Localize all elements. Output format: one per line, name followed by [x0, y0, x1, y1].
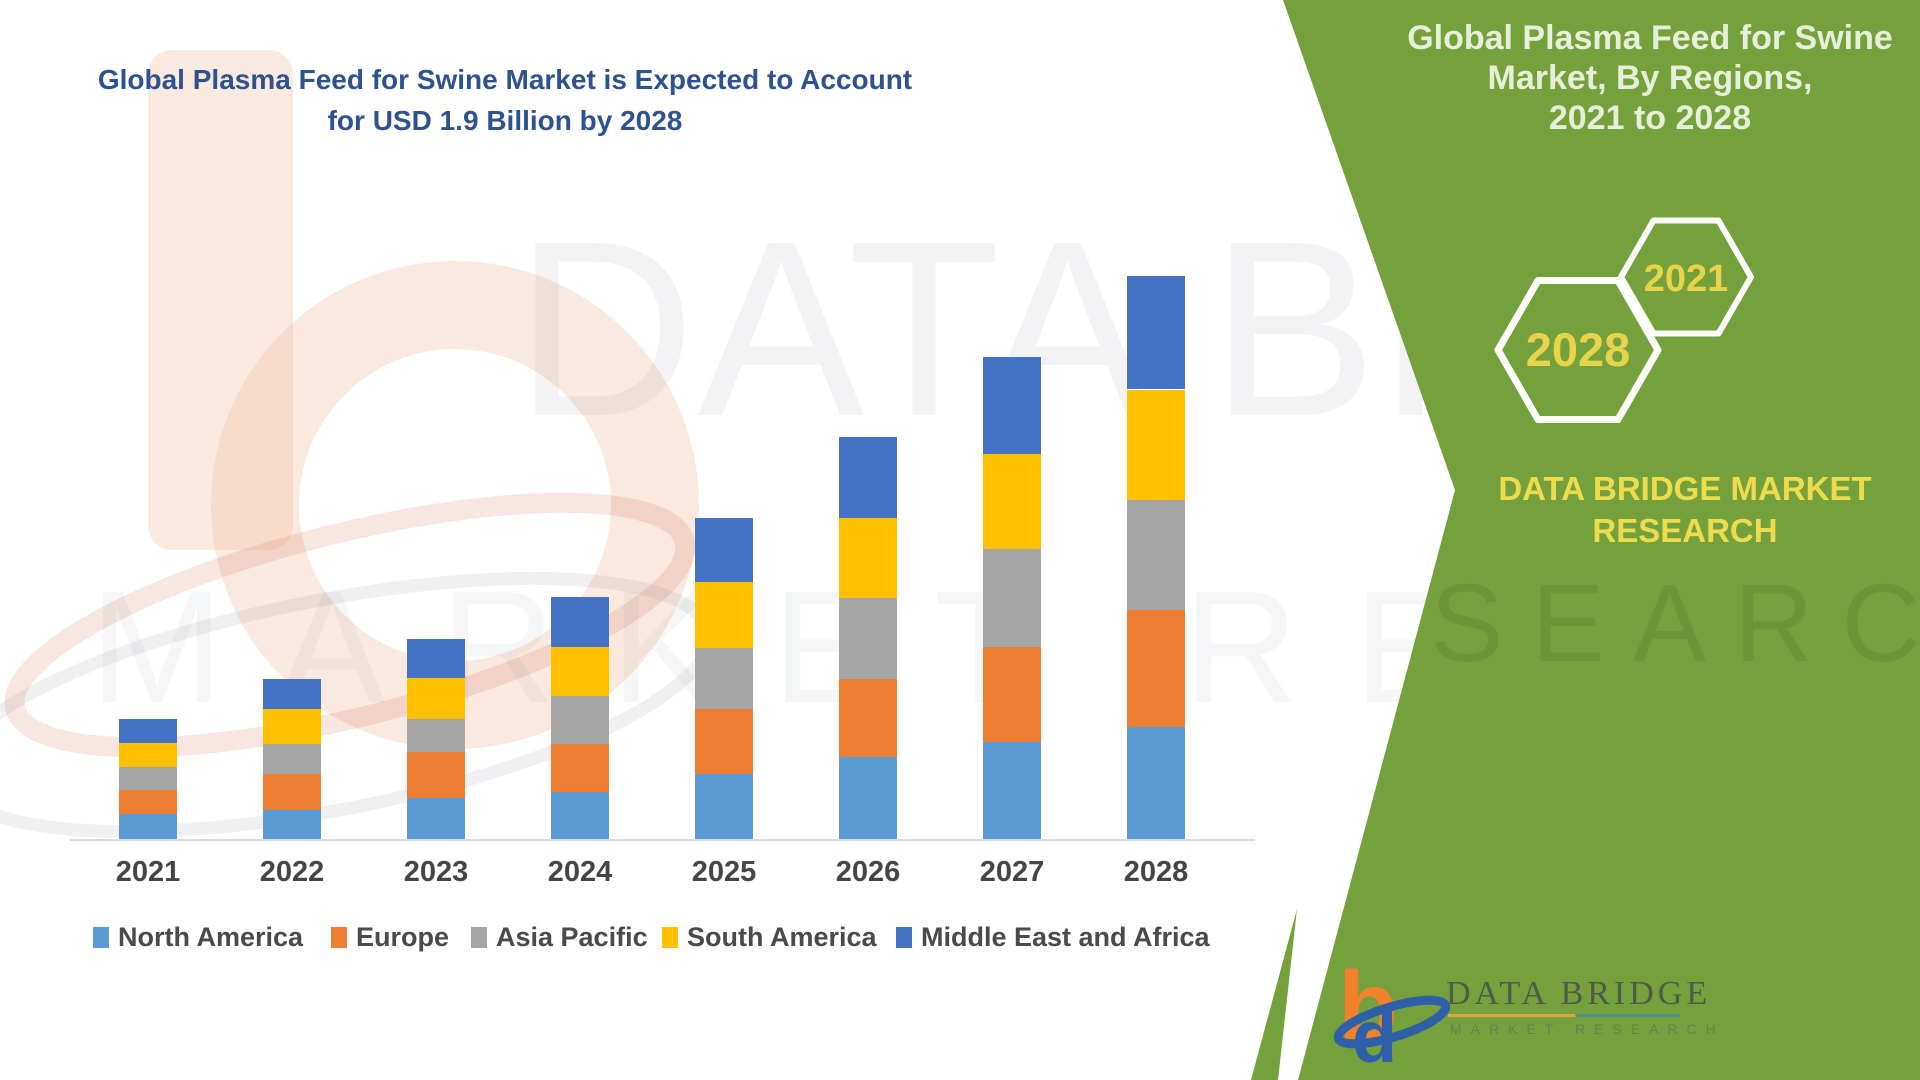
brand-caption: DATA BRIDGE MARKET RESEARCH: [1450, 468, 1920, 552]
side-panel-title: Global Plasma Feed for Swine Market, By …: [1390, 18, 1910, 138]
bar-segment: [1127, 389, 1185, 501]
bar-segment: [263, 709, 321, 745]
bar-segment: [119, 742, 177, 767]
side-panel-title-line1: Global Plasma Feed for Swine: [1407, 19, 1893, 57]
bar-segment: [407, 798, 465, 839]
chart-title-line1: Global Plasma Feed for Swine Market is E…: [97, 64, 913, 95]
bar-segment: [263, 774, 321, 810]
legend-label: South America: [687, 922, 877, 952]
hexagon-2028: [1494, 277, 1662, 423]
legend-label: Asia Pacific: [496, 922, 648, 952]
watermark-ghost-text-green: SEARCH: [1430, 562, 1920, 685]
bar-segment: [119, 814, 177, 839]
legend-item: North America: [93, 922, 303, 953]
bar-segment: [839, 518, 897, 599]
bar-segment: [1127, 275, 1185, 390]
hexagon-2028-label: 2028: [1526, 323, 1631, 376]
side-panel-title-line2: Market, By Regions,: [1487, 59, 1813, 98]
bar-segment: [407, 639, 465, 679]
hexagon-2021: [1618, 217, 1754, 337]
x-axis-label: 2027: [979, 856, 1045, 888]
bar-segment: [1127, 500, 1185, 611]
side-panel-title-line3: 2021 to 2028: [1548, 99, 1752, 138]
bar-segment: [839, 679, 897, 758]
x-axis-label: 2022: [259, 856, 325, 888]
bar-segment: [119, 790, 177, 815]
logo-underline: [1448, 1014, 1680, 1017]
bar-segment: [119, 766, 177, 791]
bar-segment: [839, 598, 897, 680]
legend-swatch: [662, 927, 678, 948]
chart-title-line2: for USD 1.9 Billion by 2028: [327, 104, 683, 136]
logo-name-text: DATA BRIDGE: [1446, 975, 1712, 1012]
bar-segment: [839, 757, 897, 839]
side-panel-shape: [1283, 0, 1920, 1080]
x-axis-label: 2026: [835, 856, 901, 888]
bar-segment: [695, 709, 753, 775]
logo-swoosh-icon: [1333, 995, 1451, 1049]
bar-segment: [407, 719, 465, 753]
bar-segment: [695, 648, 753, 710]
bar-segment: [983, 647, 1041, 743]
bar-segment: [263, 809, 321, 839]
bar-segment: [263, 744, 321, 775]
bar-segment: [983, 356, 1041, 454]
legend: North America Europe Asia Pacific South Ame…: [0, 922, 1300, 962]
x-axis-label: 2025: [691, 856, 757, 888]
legend-label: Europe: [356, 922, 450, 952]
bar-segment: [983, 742, 1041, 839]
x-axis-label: 2024: [547, 856, 613, 888]
bar-segment: [983, 453, 1041, 550]
legend-item: South America: [662, 922, 877, 953]
bar-segment: [551, 597, 609, 648]
logo-tagline-text: MARKET RESEARCH: [1450, 1021, 1725, 1037]
legend-item: Europe: [331, 922, 449, 953]
x-axis-label: 2023: [403, 856, 469, 888]
legend-swatch: [896, 927, 912, 948]
chart-title: Global Plasma Feed for Swine Market is E…: [0, 60, 1010, 141]
legend-swatch: [471, 927, 487, 948]
bar-segment: [839, 437, 897, 519]
bar-segment: [551, 744, 609, 793]
bar-segment: [407, 678, 465, 720]
brand-caption-line1: DATA BRIDGE MARKET: [1498, 470, 1872, 507]
x-axis-line: [70, 839, 1255, 841]
x-axis-label: 2021: [115, 856, 181, 888]
x-axis-label: 2028: [1123, 856, 1189, 888]
hexagon-2021-label: 2021: [1644, 258, 1729, 300]
bar-segment: [1127, 727, 1185, 839]
legend-swatch: [331, 927, 347, 948]
legend-item: Middle East and Africa: [896, 922, 1210, 953]
bar-segment: [695, 518, 753, 583]
legend-label: North America: [118, 922, 304, 952]
bar-segment: [551, 792, 609, 839]
bar-segment: [695, 774, 753, 839]
bar-segment: [695, 582, 753, 649]
brand-caption-line2: RESEARCH: [1592, 512, 1778, 550]
bar-segment: [551, 696, 609, 745]
bar-segment: [1127, 610, 1185, 728]
bar-segment: [551, 647, 609, 697]
bar-segment: [263, 679, 321, 710]
bar-segment: [983, 549, 1041, 648]
legend-swatch: [93, 927, 109, 948]
side-panel-sliver: [1251, 909, 1297, 1080]
legend-label: Middle East and Africa: [921, 922, 1210, 952]
bar-segment: [407, 752, 465, 799]
bar-segment: [119, 718, 177, 743]
legend-item: Asia Pacific: [471, 922, 648, 953]
